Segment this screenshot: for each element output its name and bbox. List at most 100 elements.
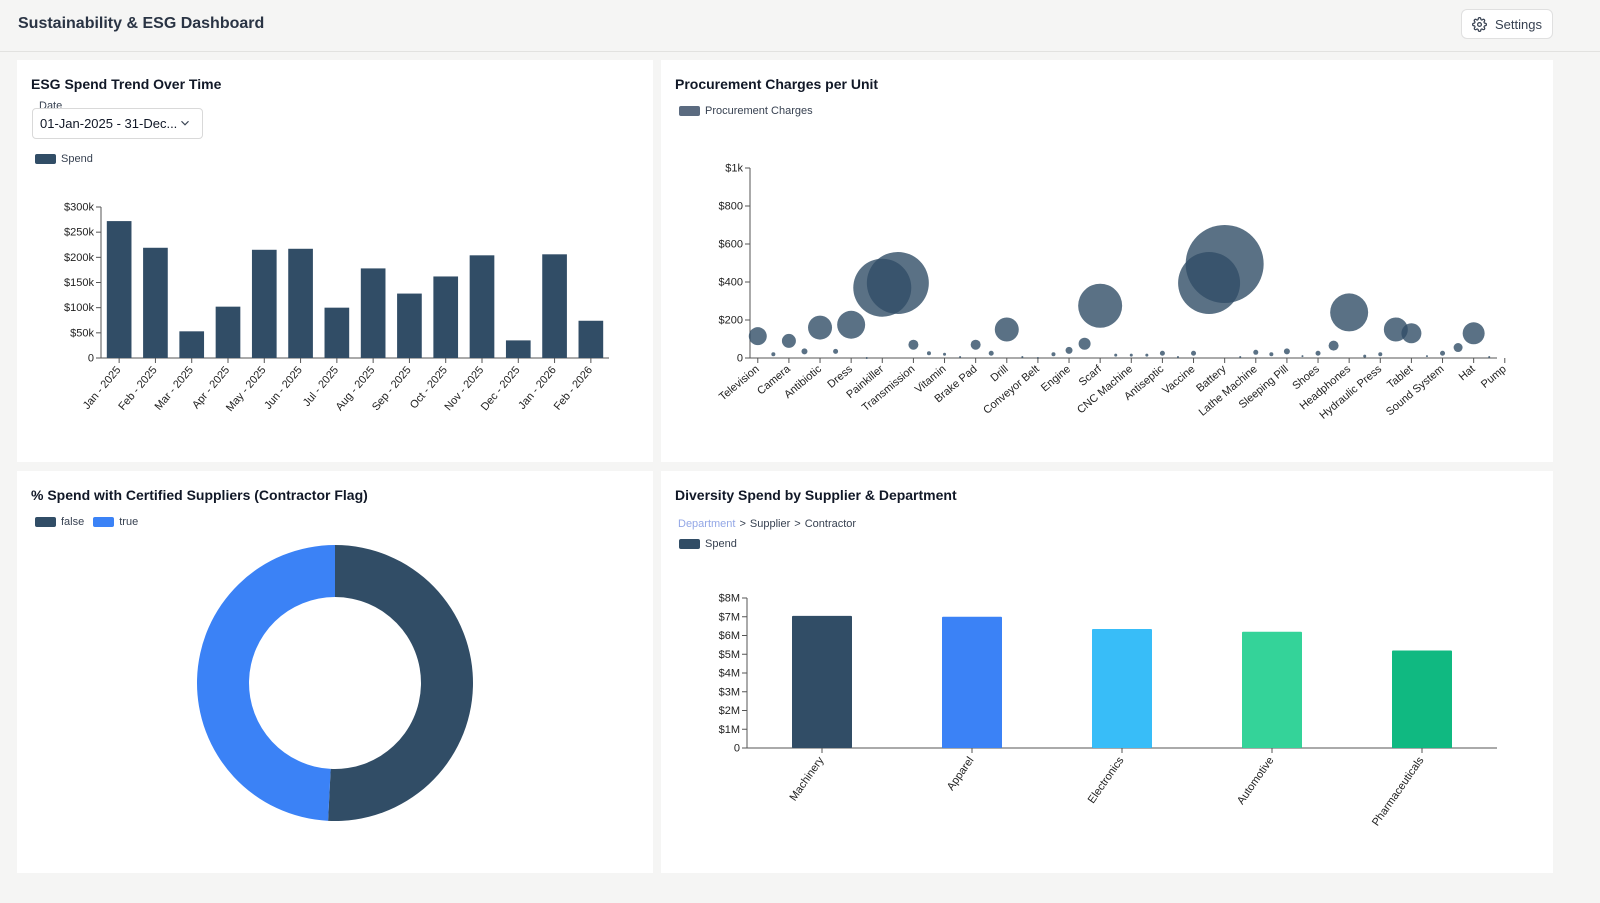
- x-tick-label: Conveyor Belt: [981, 363, 1042, 417]
- spend-trend-title: ESG Spend Trend Over Time: [31, 76, 222, 92]
- y-tick-label: $5M: [719, 649, 740, 661]
- diversity-legend: Spend: [679, 538, 746, 550]
- gear-icon: [1472, 16, 1487, 32]
- y-tick-label: $1M: [719, 724, 740, 736]
- y-tick-label: $600: [719, 239, 743, 251]
- bar-Feb-2026: [578, 320, 604, 358]
- date-range-select[interactable]: 01-Jan-2025 - 31-Dec...: [32, 108, 203, 139]
- legend-item-true[interactable]: true: [93, 516, 138, 528]
- bar-Mar-2025: [179, 331, 205, 358]
- y-tick-label: $4M: [719, 668, 740, 680]
- bubble-point: [1159, 350, 1165, 356]
- legend-item-procurement[interactable]: Procurement Charges: [679, 105, 813, 117]
- bubble-point: [1051, 352, 1056, 357]
- y-tick-label: $1k: [725, 163, 743, 175]
- bar-Aug-2025: [360, 268, 386, 358]
- legend-swatch: [93, 517, 115, 527]
- procurement-chart: 0$200$400$600$800$1kTelevisionCameraAnti…: [717, 163, 1509, 422]
- bubble-point: [908, 339, 919, 350]
- legend-item-spend[interactable]: Spend: [35, 153, 93, 165]
- donut-slice-true: [196, 545, 335, 821]
- bubble-point: [1283, 348, 1290, 355]
- bubble-point: [970, 339, 981, 350]
- bubble-point: [1453, 343, 1463, 353]
- certified-donut-chart: [196, 545, 473, 821]
- bubble-point: [1328, 340, 1339, 351]
- x-tick-label: Engine: [1039, 363, 1073, 394]
- legend-item-spend[interactable]: Spend: [679, 538, 737, 550]
- chevron-down-icon: [181, 120, 189, 126]
- drilldown-breadcrumb: Department > Supplier > Contractor: [678, 518, 856, 530]
- bar-Feb-2025: [143, 247, 168, 358]
- y-tick-label: $8M: [719, 593, 740, 605]
- legend-swatch: [35, 517, 56, 527]
- bubble-point: [808, 315, 833, 340]
- bar-machinery: [792, 615, 852, 748]
- y-tick-label: $150k: [64, 277, 94, 289]
- x-tick-label: Apparel: [945, 755, 977, 793]
- legend-swatch: [679, 539, 700, 549]
- y-tick-label: $2M: [719, 705, 740, 717]
- y-tick-label: $3M: [719, 686, 740, 698]
- bubble-point: [1301, 355, 1304, 358]
- breadcrumb-separator: >: [739, 518, 746, 530]
- x-tick-label: Hat: [1457, 363, 1478, 383]
- x-tick-label: Pump: [1479, 363, 1509, 391]
- bar-pharmaceuticals: [1392, 650, 1452, 748]
- legend-swatch: [679, 106, 700, 116]
- bar-automotive: [1242, 631, 1302, 748]
- bubble-point: [1425, 355, 1428, 358]
- breadcrumb-separator: >: [794, 518, 801, 530]
- bubble-point: [1129, 353, 1133, 357]
- y-tick-label: $400: [719, 277, 743, 289]
- top-header: Sustainability & ESG Dashboard Settings: [0, 0, 1600, 52]
- legend-item-false[interactable]: false: [35, 516, 84, 528]
- bubble-point: [943, 352, 947, 356]
- bubble-point: [1378, 352, 1383, 357]
- bar-Jan-2026: [542, 254, 567, 358]
- settings-button[interactable]: Settings: [1461, 9, 1553, 39]
- breadcrumb-supplier: Supplier: [749, 518, 791, 530]
- bubble-point: [1078, 283, 1123, 328]
- legend-label: Spend: [61, 153, 93, 165]
- spend-trend-card: ESG Spend Trend Over Time Date 01-Jan-20…: [17, 60, 653, 462]
- page-title: Sustainability & ESG Dashboard: [18, 15, 265, 32]
- procurement-title: Procurement Charges per Unit: [675, 76, 879, 92]
- certified-title: % Spend with Certified Suppliers (Contra…: [31, 487, 368, 503]
- bubble-point: [771, 352, 776, 357]
- date-filter-label: Date: [39, 100, 63, 112]
- legend-label: Spend: [705, 538, 737, 550]
- y-tick-label: 0: [737, 353, 743, 365]
- spend-trend-legend: Spend: [35, 153, 102, 165]
- bar-May-2025: [251, 249, 277, 358]
- bubble-point: [1253, 349, 1259, 355]
- bubble-point: [866, 251, 929, 314]
- x-tick-label: Drill: [988, 363, 1010, 384]
- bar-Oct-2025: [433, 276, 459, 358]
- bar-Apr-2025: [215, 306, 241, 358]
- bubble-point: [1269, 352, 1274, 357]
- y-tick-label: $7M: [719, 611, 740, 623]
- y-tick-label: $6M: [719, 630, 740, 642]
- y-tick-label: 0: [88, 353, 94, 365]
- legend-label: false: [61, 516, 85, 528]
- bubble-point: [1176, 356, 1179, 359]
- bubble-point: [748, 327, 767, 346]
- settings-label: Settings: [1495, 16, 1542, 32]
- bubble-point: [959, 356, 962, 359]
- bubble-point: [833, 348, 839, 354]
- bubble-point: [1440, 350, 1446, 356]
- bubble-point: [837, 310, 866, 339]
- procurement-legend: Procurement Charges: [679, 105, 822, 117]
- donut-slice-false: [328, 545, 473, 821]
- breadcrumb-department[interactable]: Department: [678, 518, 736, 530]
- y-tick-label: $800: [719, 201, 743, 213]
- legend-label: Procurement Charges: [705, 105, 813, 117]
- bubble-point: [1330, 293, 1369, 332]
- certified-card: % Spend with Certified Suppliers (Contra…: [17, 471, 653, 873]
- y-tick-label: $100k: [64, 302, 94, 314]
- bar-Sep-2025: [397, 293, 422, 358]
- x-tick-label: Pharmaceuticals: [1370, 754, 1427, 828]
- bubble-point: [1315, 350, 1321, 356]
- bar-apparel: [942, 616, 1002, 748]
